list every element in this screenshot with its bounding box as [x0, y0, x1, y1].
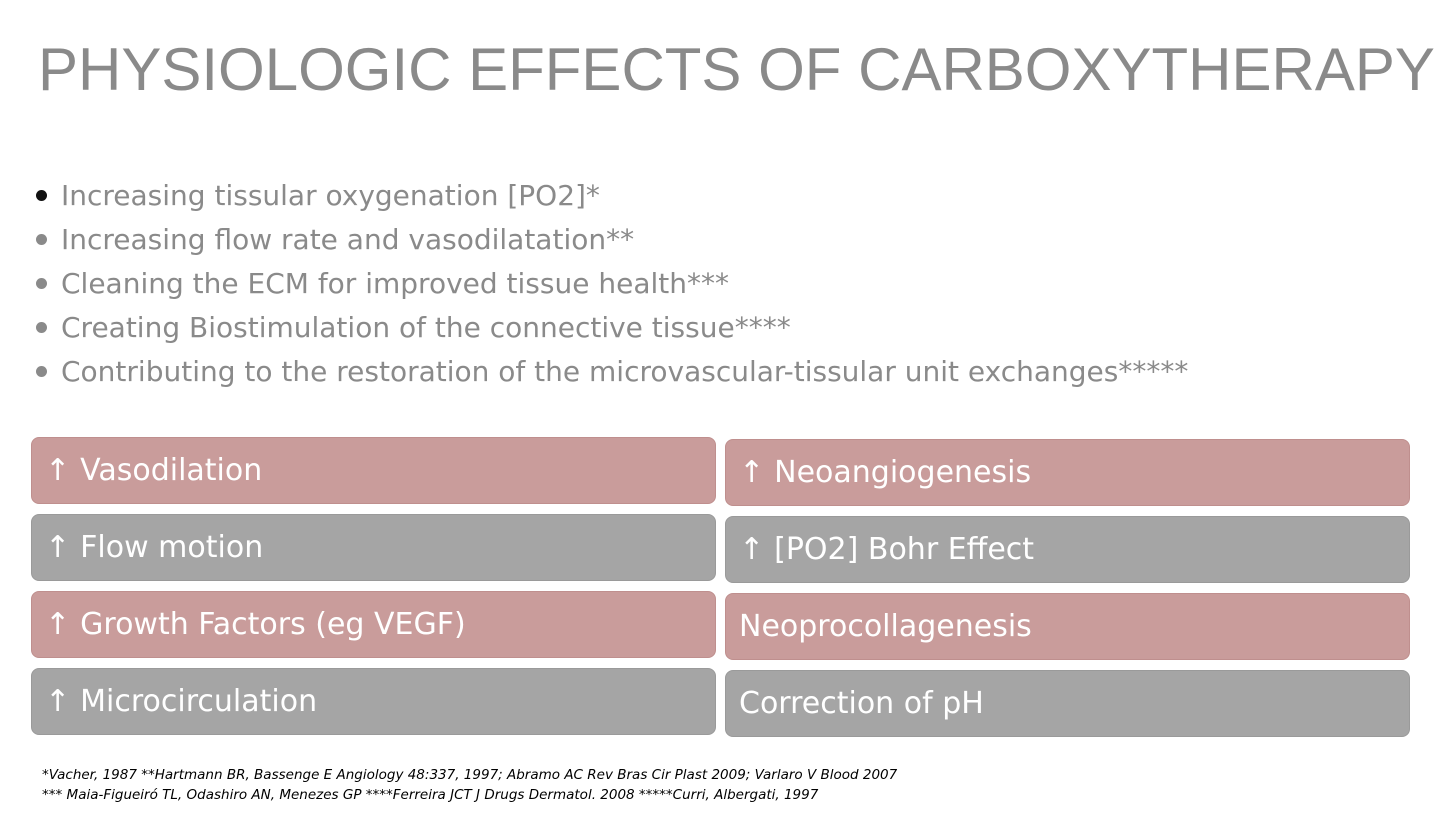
effect-label: Neoangiogenesis	[774, 455, 1032, 490]
bullet-item: Cleaning the ECM for improved tissue hea…	[36, 262, 1188, 306]
up-arrow-icon: ↑	[45, 530, 71, 565]
bullet-list: Increasing tissular oxygenation [PO2]* I…	[36, 174, 1188, 393]
effect-label: Microcirculation	[80, 684, 318, 719]
bullet-dot-icon	[36, 234, 47, 246]
bullet-text: Increasing flow rate and vasodilatation*…	[61, 223, 635, 257]
effect-box-neoprocollagenesis: Neoprocollagenesis	[725, 593, 1410, 660]
bullet-dot-icon	[36, 321, 47, 333]
effect-label: Flow motion	[80, 530, 264, 565]
up-arrow-icon: ↑	[45, 453, 71, 488]
bullet-text: Creating Biostimulation of the connectiv…	[61, 310, 791, 344]
up-arrow-icon: ↑	[739, 532, 765, 567]
reference-line: *Vacher, 1987 **Hartmann BR, Bassenge E …	[42, 767, 898, 783]
effect-box-flow-motion: ↑ Flow motion	[31, 514, 716, 581]
bullet-dot-icon	[36, 190, 47, 202]
bullet-item: Contributing to the restoration of the m…	[36, 349, 1188, 393]
up-arrow-icon: ↑	[45, 607, 71, 642]
bullet-text: Increasing tissular oxygenation [PO2]*	[61, 179, 600, 213]
reference-line: *** Maia-Figueiró TL, Odashiro AN, Menez…	[42, 787, 819, 803]
bullet-item: Creating Biostimulation of the connectiv…	[36, 305, 1188, 349]
effect-box-growth-factors: ↑ Growth Factors (eg VEGF)	[31, 591, 716, 658]
up-arrow-icon: ↑	[739, 455, 765, 490]
bullet-item: Increasing tissular oxygenation [PO2]*	[36, 174, 1188, 218]
bullet-item: Increasing flow rate and vasodilatation*…	[36, 218, 1188, 262]
up-arrow-icon: ↑	[45, 684, 71, 719]
effect-label: [PO2] Bohr Effect	[774, 532, 1035, 567]
bullet-text: Cleaning the ECM for improved tissue hea…	[61, 266, 729, 300]
effect-label: Vasodilation	[80, 453, 263, 488]
bullet-text: Contributing to the restoration of the m…	[61, 354, 1189, 388]
effect-box-microcirculation: ↑ Microcirculation	[31, 668, 716, 735]
effect-label: Correction of pH	[739, 686, 984, 721]
effect-box-vasodilation: ↑ Vasodilation	[31, 437, 716, 504]
bullet-dot-icon	[36, 365, 47, 377]
effect-label: Growth Factors (eg VEGF)	[80, 607, 466, 642]
effect-label: Neoprocollagenesis	[739, 609, 1032, 644]
effect-box-ph-correction: Correction of pH	[725, 670, 1410, 737]
slide-title: PHYSIOLOGIC EFFECTS OF CARBOXYTHERAPY	[38, 36, 1435, 103]
effect-box-neoangiogenesis: ↑ Neoangiogenesis	[725, 439, 1410, 506]
bullet-dot-icon	[36, 277, 47, 289]
effect-box-bohr-effect: ↑ [PO2] Bohr Effect	[725, 516, 1410, 583]
references: *Vacher, 1987 **Hartmann BR, Bassenge E …	[42, 765, 897, 805]
